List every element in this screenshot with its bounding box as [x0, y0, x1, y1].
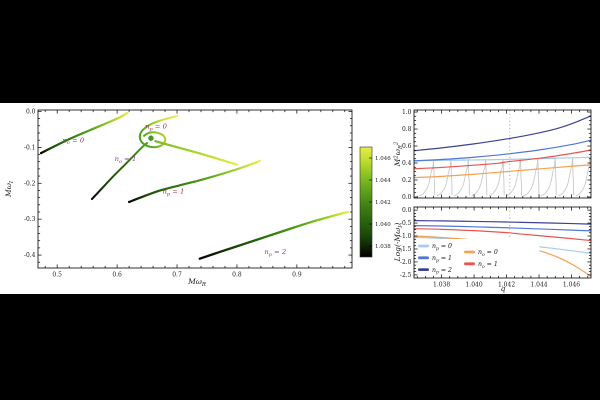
y-tick-label: 0.8	[402, 126, 412, 133]
legend-swatch-no-0	[464, 250, 475, 254]
x-tick-label: 1.040	[465, 282, 482, 289]
legend-swatch-np-0	[418, 244, 429, 248]
colorbar-tick-label: 1.046	[375, 156, 391, 162]
curve-n-o-1	[414, 149, 591, 170]
y-tick-label: -1.0	[400, 233, 412, 240]
resonance-curve	[540, 157, 557, 197]
curve-n-o-1-trajectory	[90, 142, 149, 201]
y-tick-label: -2.5	[400, 272, 412, 279]
resonance-curve	[471, 158, 488, 197]
colorbar-tick-label: 1.038	[375, 244, 391, 250]
x-tick-label: 0.6	[112, 272, 122, 279]
bottom-right-panel-y-axis-label: Log(-MωI)	[393, 223, 404, 263]
legend-swatch-np-1	[418, 256, 429, 260]
curve-n-p-2-trajectory	[198, 210, 349, 260]
resonance-curve	[488, 158, 505, 197]
y-tick-label: -0.2	[24, 180, 36, 187]
curve-n-p-0	[414, 156, 591, 162]
curve-n-p-1-trajectory	[127, 159, 261, 204]
resonance-curve	[523, 158, 540, 197]
curve-n-o-1	[414, 228, 591, 242]
legend-label-np-1: np = 1	[432, 255, 452, 264]
x-tick-label: 0.9	[292, 272, 302, 279]
y-tick-label: -0.4	[24, 252, 36, 259]
y-tick-label: 0.0	[402, 207, 412, 214]
curve-n-p-0-loop-trajectory	[138, 115, 179, 149]
x-tick-label: 0.7	[172, 272, 182, 279]
y-tick-label: 0.0	[26, 108, 36, 115]
x-tick-label: 0.5	[52, 272, 62, 279]
annotation-np-0: np = 0	[145, 123, 168, 133]
curve-n-p-0-extension	[154, 140, 239, 166]
curve-n-p-1	[414, 139, 591, 162]
y-tick-label: -0.3	[24, 216, 36, 223]
resonance-curve	[506, 158, 523, 197]
x-tick-label: 1.046	[563, 282, 580, 289]
legend-label-no-0: no = 0	[478, 249, 498, 258]
y-tick-label: -0.1	[24, 144, 36, 151]
x-tick-label: 1.042	[498, 282, 515, 289]
annotation-no-0: no = 0	[63, 136, 85, 146]
main-plot-frame	[37, 109, 353, 269]
resonance-curve	[453, 158, 470, 197]
curve-n-p-2	[414, 220, 591, 225]
legend-background	[415, 239, 540, 277]
curve-n-p-1	[414, 225, 591, 232]
annotation-np-1: np = 1	[162, 188, 184, 198]
top-right-panel: 0.0 0.2 0.4 0.6 0.8 1.0 M2ωR2	[393, 109, 592, 201]
colorbar: 1.038 1.040 1.042 1.044 1.046	[359, 146, 391, 258]
legend-swatch-np-2	[418, 268, 429, 271]
y-tick-label: 1.0	[402, 109, 412, 116]
main-plot-y-axis-label: MωI	[4, 180, 15, 198]
main-plot-curves	[39, 111, 349, 260]
top-right-panel-y-axis-label: M2ωR2	[393, 141, 404, 167]
y-tick-label: -0.5	[400, 220, 412, 227]
y-tick-label: -1.5	[400, 246, 412, 253]
legend-label-np-2: np = 2	[432, 267, 452, 276]
curve-n-p-2	[414, 115, 591, 152]
colorbar-tick-label: 1.040	[375, 222, 391, 228]
y-tick-label: 0.2	[402, 177, 412, 184]
main-plot-x-axis-label: MωR	[187, 277, 206, 288]
colorbar-tick-label: 1.042	[375, 200, 391, 206]
bottom-right-panel-x-axis-label: q	[501, 284, 506, 293]
colorbar-tick-label: 1.044	[375, 178, 391, 184]
y-tick-label: 0.0	[402, 194, 412, 201]
curve-n-o-0-trajectory	[39, 111, 129, 155]
y-tick-label: -2.0	[400, 259, 412, 266]
x-tick-label: 0.8	[232, 272, 242, 279]
top-right-panel-frame	[413, 109, 592, 199]
legend-label-no-1: no = 1	[478, 261, 498, 270]
annotation-np-2: np = 2	[264, 248, 286, 258]
legend-swatch-no-1	[464, 262, 475, 266]
curve-n-o-0	[414, 164, 591, 179]
loop-endpoint-marker	[148, 135, 154, 141]
main-plot: 0.5 0.6 0.7 0.8 0.9 0.0 -0.1 -0.2 -0.3 -0.4 no = 0…	[4, 108, 353, 288]
bottom-right-panel: np = 0 np = 1 np = 2 no = 0 no = 1 1.038 1.040…	[393, 206, 592, 293]
y-tick-label: 0.4	[402, 160, 412, 167]
legend-label-np-0: np = 0	[432, 243, 452, 252]
annotation-no-1: no = 1	[115, 155, 137, 165]
x-tick-label: 1.038	[433, 282, 450, 289]
x-tick-label: 1.044	[530, 282, 547, 289]
top-right-panel-curves	[414, 115, 591, 197]
y-tick-label: 0.6	[402, 143, 412, 150]
